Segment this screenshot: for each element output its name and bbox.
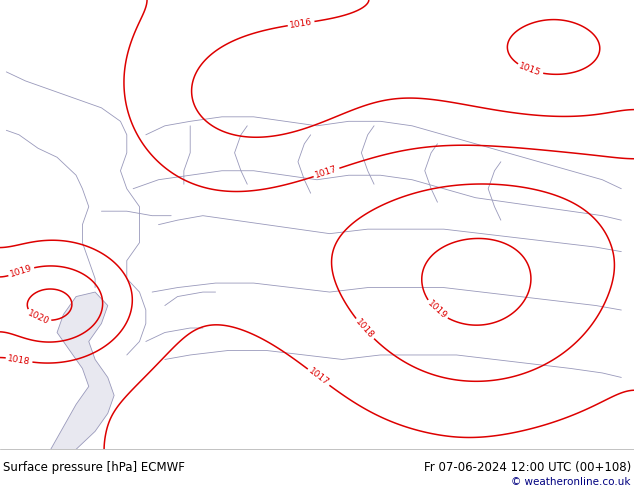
Text: Fr 07-06-2024 12:00 UTC (00+108): Fr 07-06-2024 12:00 UTC (00+108)	[424, 461, 631, 474]
Text: 1018: 1018	[354, 318, 376, 341]
Text: 1017: 1017	[314, 165, 339, 180]
Text: 1019: 1019	[425, 299, 448, 321]
Text: 1018: 1018	[7, 354, 31, 366]
Text: 1019: 1019	[9, 264, 34, 279]
Text: © weatheronline.co.uk: © weatheronline.co.uk	[512, 477, 631, 487]
Text: 1015: 1015	[518, 62, 543, 78]
Text: Surface pressure [hPa] ECMWF: Surface pressure [hPa] ECMWF	[3, 461, 185, 474]
Text: 1016: 1016	[289, 17, 313, 30]
Text: 1020: 1020	[26, 309, 51, 327]
Text: 1017: 1017	[307, 367, 330, 388]
